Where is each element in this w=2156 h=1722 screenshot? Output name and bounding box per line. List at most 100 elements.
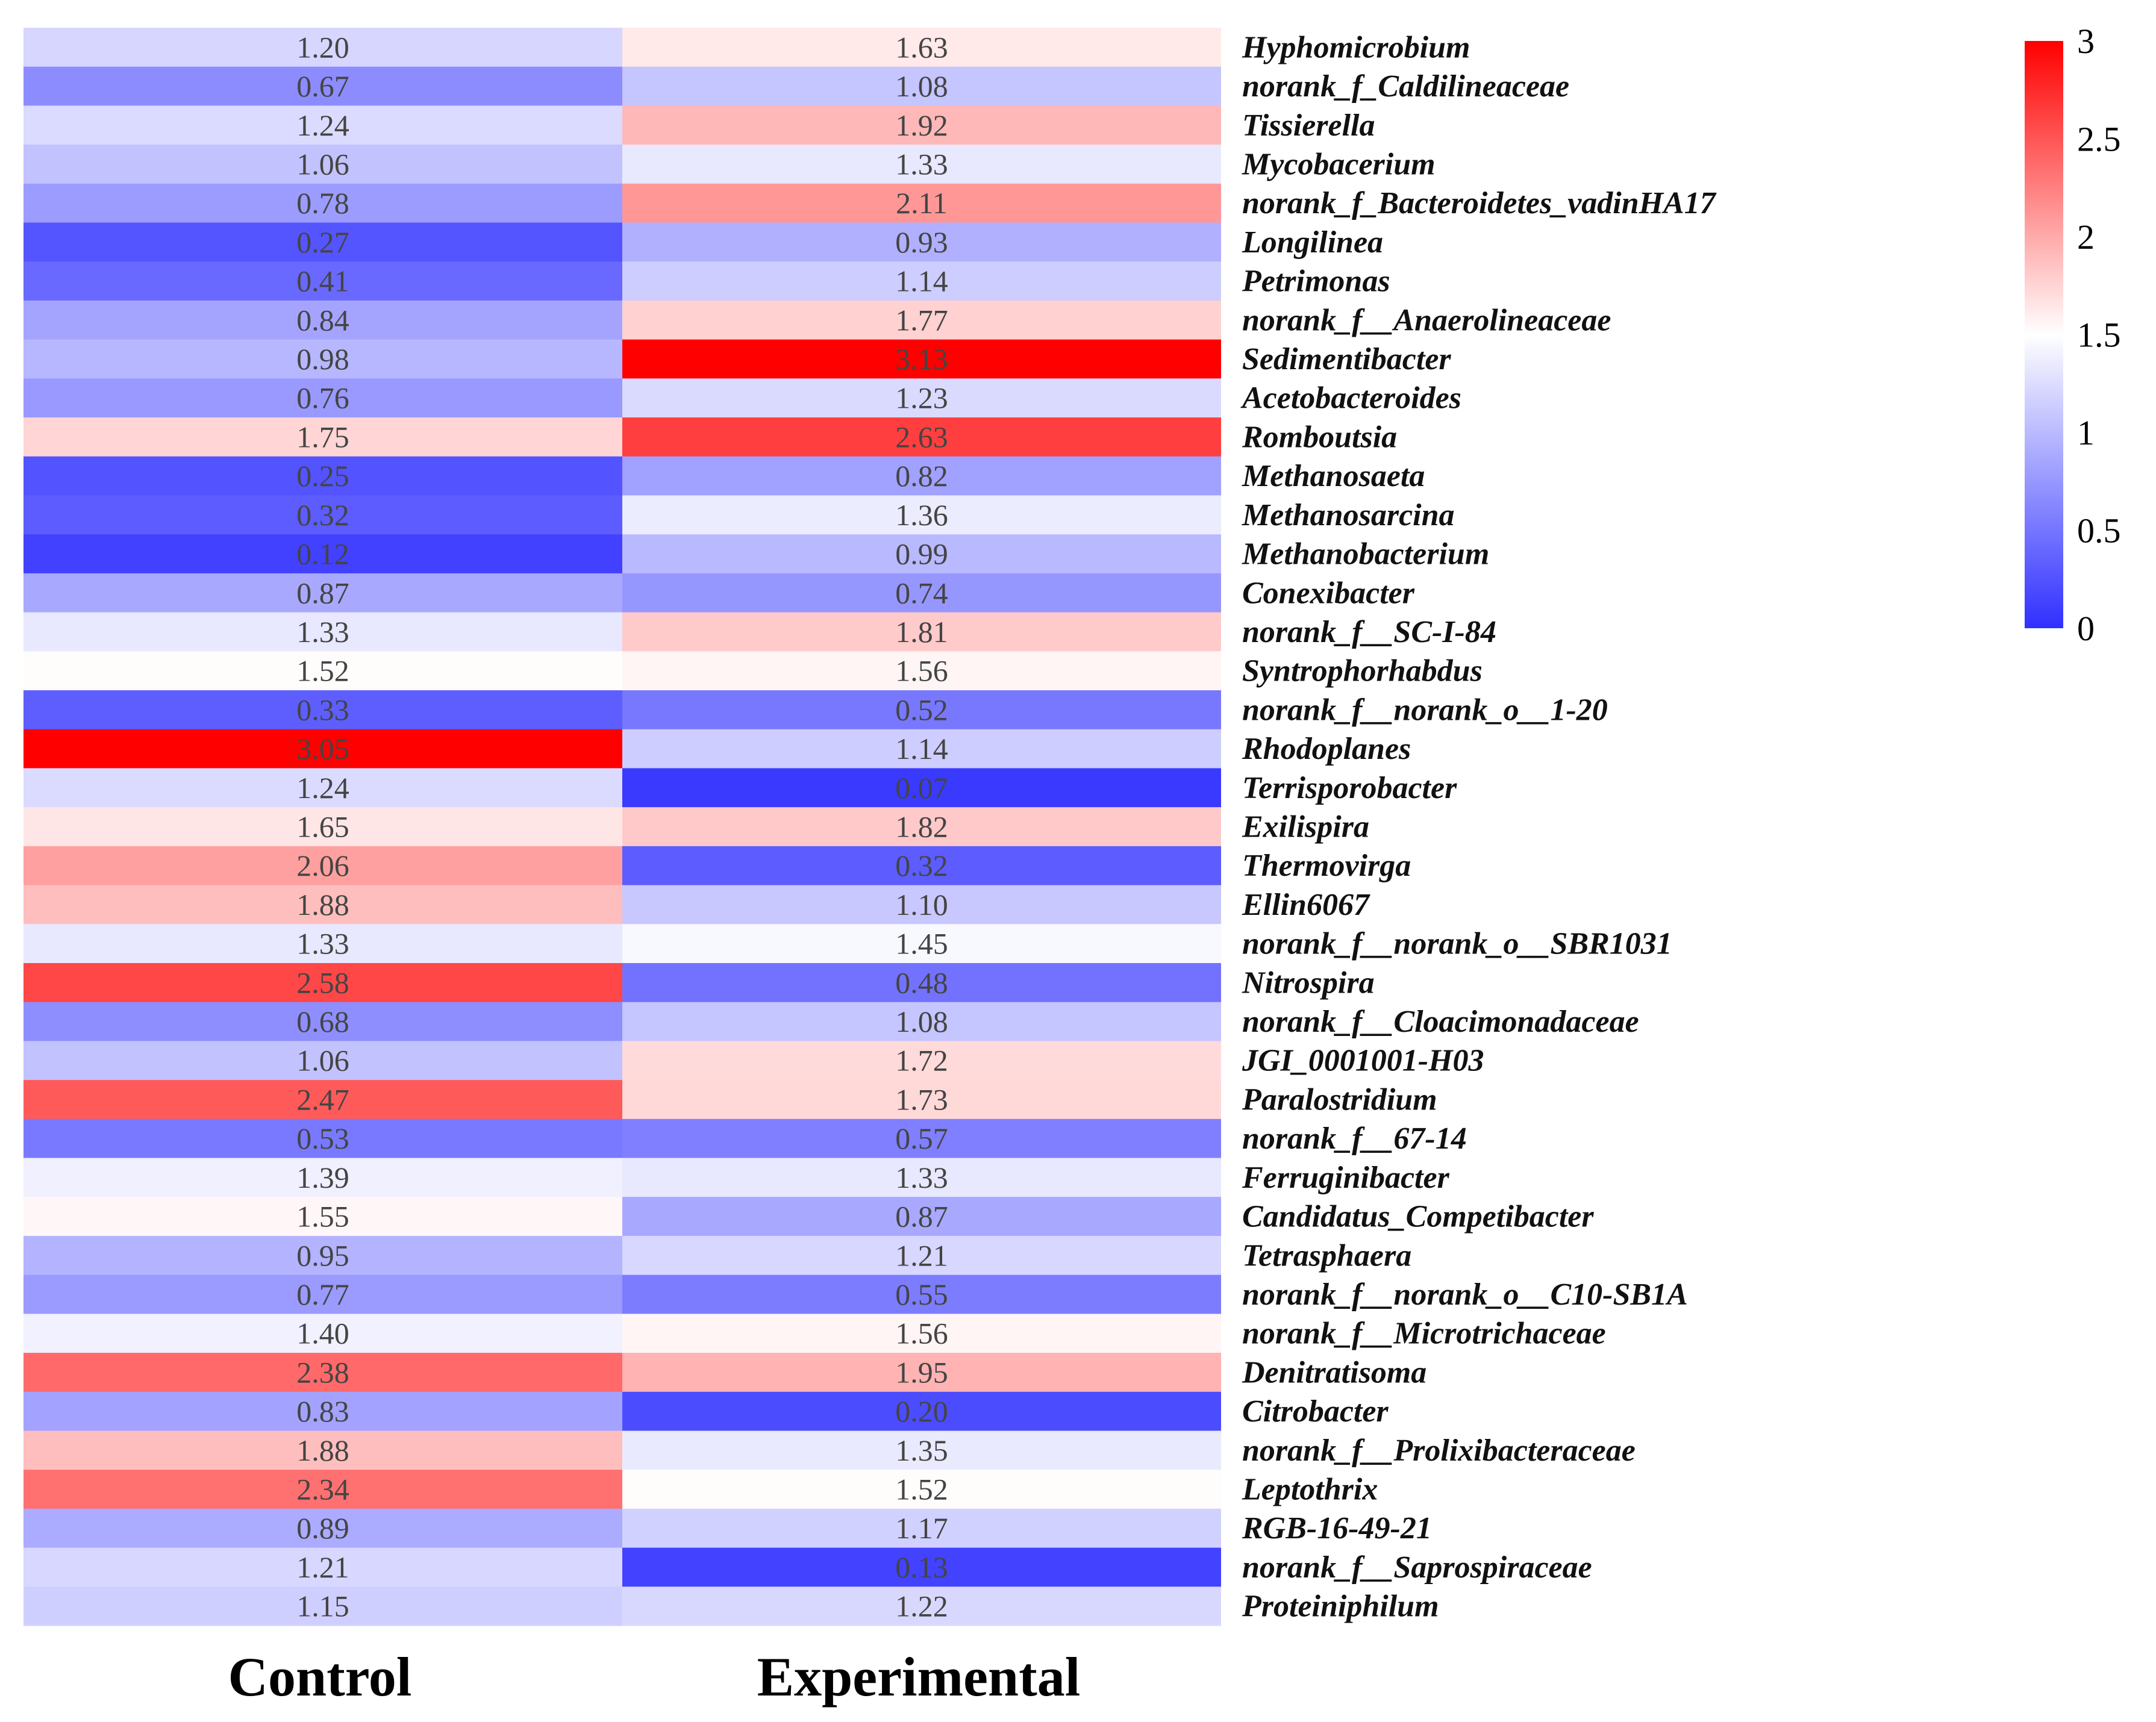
cell-value-label: 0.89	[296, 1511, 349, 1545]
cell-value-label: 1.52	[895, 1473, 948, 1506]
heatmap-cell	[23, 885, 622, 925]
cell-value-label: 1.33	[296, 615, 349, 649]
row-label: Tissierella	[1242, 108, 1375, 143]
cell-value-label: 1.33	[296, 927, 349, 961]
cell-value-label: 2.58	[296, 966, 349, 999]
row-label: Syntrophorhabdus	[1242, 654, 1483, 688]
cell-value-label: 0.32	[296, 498, 349, 532]
cell-value-label: 0.95	[296, 1238, 349, 1272]
heatmap-cell	[622, 768, 1221, 808]
cell-value-label: 1.21	[895, 1238, 948, 1272]
row-label: norank_f__norank_o__1-20	[1242, 693, 1608, 727]
cell-value-label: 0.67	[296, 69, 349, 103]
row-label: norank_f_Bacteroidetes_vadinHA17	[1242, 186, 1717, 220]
cell-value-label: 0.77	[296, 1277, 349, 1311]
cell-value-label: 1.75	[296, 420, 349, 454]
row-label: Tetrasphaera	[1242, 1238, 1411, 1273]
cell-value-label: 0.76	[296, 381, 349, 415]
heatmap-cell	[622, 1508, 1221, 1549]
row-label: Citrobacter	[1242, 1394, 1389, 1429]
cell-value-label: 1.73	[895, 1082, 948, 1116]
row-label: Candidatus_Competibacter	[1242, 1200, 1594, 1234]
heatmap-cell	[622, 1080, 1221, 1120]
heatmap-cell	[622, 1547, 1221, 1587]
heatmap-cell	[622, 807, 1221, 847]
heatmap-cell	[23, 1197, 622, 1237]
row-label: norank_f__67-14	[1242, 1121, 1467, 1156]
cell-value-label: 0.83	[296, 1394, 349, 1428]
heatmap-cell	[622, 1274, 1221, 1314]
heatmap-cell	[622, 1041, 1221, 1081]
heatmap-cell	[23, 1235, 622, 1276]
heatmap-cell	[622, 1235, 1221, 1276]
heatmap-cell	[622, 145, 1221, 184]
heatmap-cell	[23, 66, 622, 106]
row-label: Thermovirga	[1242, 849, 1411, 883]
row-label: Terrisporobacter	[1242, 771, 1457, 805]
colorbar-tick-label: 1.5	[2077, 316, 2121, 355]
cell-value-label: 1.95	[895, 1355, 948, 1389]
column-labels: Control Experimental	[228, 1646, 1081, 1708]
heatmap-cell	[23, 1391, 622, 1431]
heatmap-cells: 1.20 1.63 0.67 1.08 1.24 1.92 1.06 1.33 0.78 2.11…	[23, 28, 1221, 1626]
heatmap-cell	[622, 456, 1221, 496]
cell-value-label: 0.25	[296, 459, 349, 493]
row-label: Rhodoplanes	[1242, 732, 1411, 766]
colorbar-tick-label: 1	[2077, 413, 2095, 452]
heatmap-cell	[23, 534, 622, 574]
heatmap-cell	[23, 1274, 622, 1314]
cell-value-label: 1.14	[895, 264, 948, 298]
column-label: Experimental	[757, 1646, 1081, 1708]
row-label: Exilispira	[1242, 810, 1369, 844]
cell-value-label: 1.23	[895, 381, 948, 415]
heatmap-cell	[622, 66, 1221, 106]
cell-value-label: 0.57	[895, 1121, 948, 1155]
cell-value-label: 1.14	[895, 732, 948, 766]
heatmap-cell	[23, 1470, 622, 1509]
cell-value-label: 1.24	[296, 108, 349, 142]
heatmap-cell	[23, 456, 622, 496]
row-label: Romboutsia	[1242, 420, 1397, 454]
row-label: norank_f_Caldilineaceae	[1242, 69, 1569, 104]
cell-value-label: 1.33	[895, 1161, 948, 1194]
cell-value-label: 3.05	[296, 732, 349, 766]
colorbar-tick-label: 2	[2077, 217, 2095, 257]
cell-value-label: 0.48	[895, 966, 948, 999]
cell-value-label: 1.72	[895, 1044, 948, 1078]
cell-value-label: 0.32	[895, 849, 948, 882]
cell-value-label: 2.11	[896, 186, 948, 220]
row-label: JGI_0001001-H03	[1242, 1044, 1484, 1078]
heatmap-cell	[622, 183, 1221, 223]
cell-value-label: 1.24	[296, 771, 349, 805]
heatmap-cell	[23, 261, 622, 301]
cell-value-label: 0.12	[296, 537, 349, 571]
row-label: RGB-16-49-21	[1242, 1511, 1432, 1546]
heatmap-cell	[622, 846, 1221, 886]
colorbar-tick-label: 3	[2077, 22, 2095, 61]
heatmap-cell	[622, 534, 1221, 574]
row-label: norank_f__Saprospiraceae	[1242, 1550, 1592, 1585]
cell-value-label: 1.10	[895, 888, 948, 922]
cell-value-label: 0.52	[895, 693, 948, 726]
cell-value-label: 2.34	[296, 1473, 349, 1506]
row-label: norank_f__SC-I-84	[1242, 615, 1496, 649]
cell-value-label: 0.33	[296, 693, 349, 726]
heatmap-cell	[23, 1080, 622, 1120]
cell-value-label: 0.41	[296, 264, 349, 298]
heatmap-cell	[23, 300, 622, 340]
cell-value-label: 1.36	[895, 498, 948, 532]
cell-value-label: 1.06	[296, 147, 349, 181]
cell-value-label: 0.55	[895, 1277, 948, 1311]
cell-value-label: 1.92	[895, 108, 948, 142]
cell-value-label: 2.47	[296, 1082, 349, 1116]
cell-value-label: 3.13	[895, 342, 948, 376]
heatmap-cell	[23, 612, 622, 652]
heatmap-cell	[622, 1353, 1221, 1393]
heatmap-cell	[622, 1586, 1221, 1626]
heatmap-cell	[622, 417, 1221, 457]
heatmap-cell	[622, 729, 1221, 769]
row-label: Hyphomicrobium	[1242, 30, 1470, 64]
colorbar-tick-label: 0.5	[2077, 511, 2121, 551]
heatmap-cell	[23, 378, 622, 418]
heatmap-cell	[23, 1158, 622, 1197]
